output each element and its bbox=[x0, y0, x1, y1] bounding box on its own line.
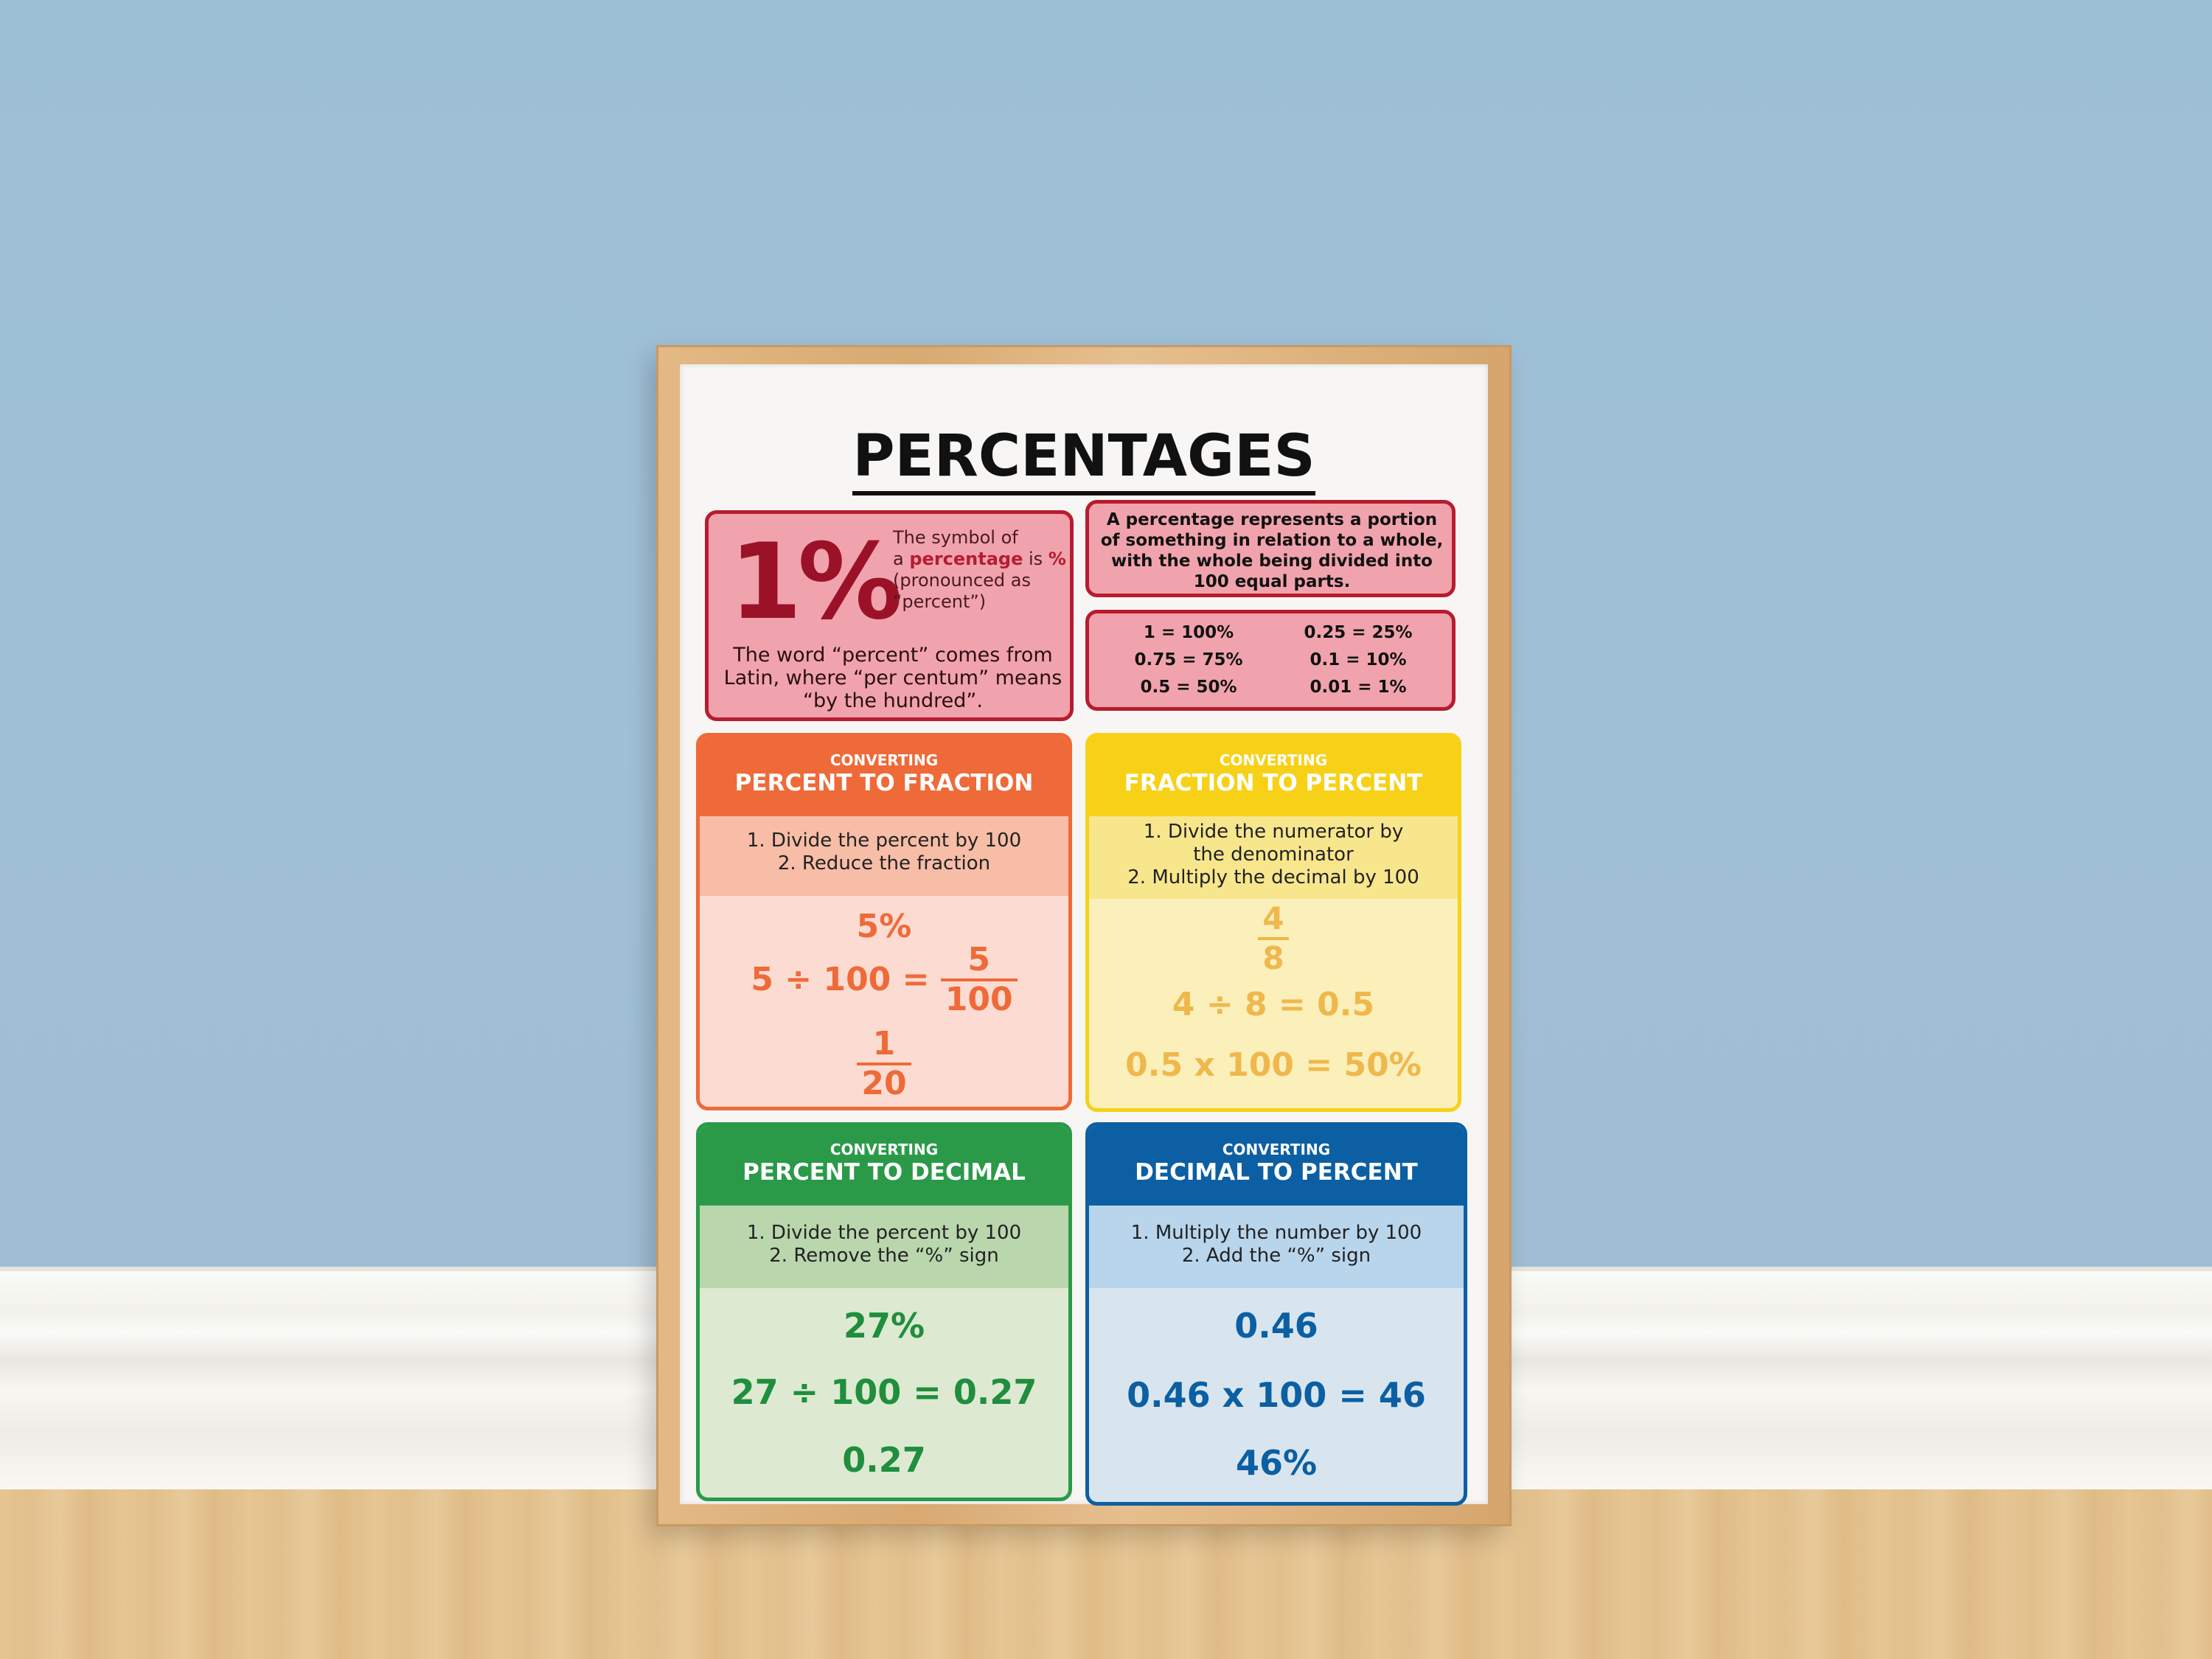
card-steps: 1. Multiply the number by 100 2. Add the… bbox=[1089, 1206, 1464, 1288]
poster-frame: PERCENTAGES 1% The symbol of a percentag… bbox=[656, 345, 1512, 1526]
percent-to-fraction-card: CONVERTING PERCENT TO FRACTION 1. Divide… bbox=[696, 733, 1072, 1110]
definition-text: A percentage represents a portion of som… bbox=[1100, 510, 1444, 591]
card-steps: 1. Divide the percent by 100 2. Remove t… bbox=[700, 1206, 1068, 1288]
equivalents-grid: 1 = 100% 0.25 = 25% 0.75 = 75% 0.1 = 10%… bbox=[1104, 622, 1443, 698]
card-header: CONVERTING PERCENT TO DECIMAL bbox=[700, 1126, 1068, 1206]
equivalent-item: 0.25 = 25% bbox=[1304, 623, 1413, 642]
equivalent-item: 0.5 = 50% bbox=[1140, 678, 1237, 697]
symbol-description: The symbol of a percentage is % (pronoun… bbox=[893, 527, 1066, 612]
equivalents-box: 1 = 100% 0.25 = 25% 0.75 = 75% 0.1 = 10%… bbox=[1085, 610, 1455, 711]
decimal-to-percent-card: CONVERTING DECIMAL TO PERCENT 1. Multipl… bbox=[1085, 1122, 1467, 1506]
equivalent-item: 1 = 100% bbox=[1143, 623, 1234, 642]
definition-box: A percentage represents a portion of som… bbox=[1085, 500, 1455, 597]
card-title: PERCENT TO DECIMAL bbox=[742, 1159, 1026, 1186]
card-header: CONVERTING FRACTION TO PERCENT bbox=[1089, 737, 1458, 816]
card-title: PERCENT TO FRACTION bbox=[734, 770, 1034, 796]
equivalent-item: 0.01 = 1% bbox=[1310, 678, 1407, 697]
percent-to-decimal-card: CONVERTING PERCENT TO DECIMAL 1. Divide … bbox=[696, 1122, 1072, 1501]
card-steps: 1. Divide the numerator by the denominat… bbox=[1089, 816, 1458, 899]
card-title: DECIMAL TO PERCENT bbox=[1135, 1159, 1418, 1186]
equivalent-item: 0.1 = 10% bbox=[1310, 650, 1407, 669]
percent-symbol-box: 1% The symbol of a percentage is % (pron… bbox=[705, 510, 1074, 721]
fraction-to-percent-card: CONVERTING FRACTION TO PERCENT 1. Divide… bbox=[1085, 733, 1461, 1112]
poster-title: PERCENTAGES bbox=[680, 423, 1488, 495]
card-header: CONVERTING PERCENT TO FRACTION bbox=[700, 737, 1068, 816]
card-title: FRACTION TO PERCENT bbox=[1124, 770, 1423, 796]
card-steps: 1. Divide the percent by 100 2. Reduce t… bbox=[700, 816, 1068, 896]
equivalent-item: 0.75 = 75% bbox=[1134, 650, 1243, 669]
poster: PERCENTAGES 1% The symbol of a percentag… bbox=[680, 364, 1488, 1506]
one-percent-symbol: 1% bbox=[729, 521, 899, 643]
latin-origin-text: The word “percent” comes from Latin, whe… bbox=[723, 644, 1062, 712]
card-header: CONVERTING DECIMAL TO PERCENT bbox=[1089, 1126, 1464, 1206]
